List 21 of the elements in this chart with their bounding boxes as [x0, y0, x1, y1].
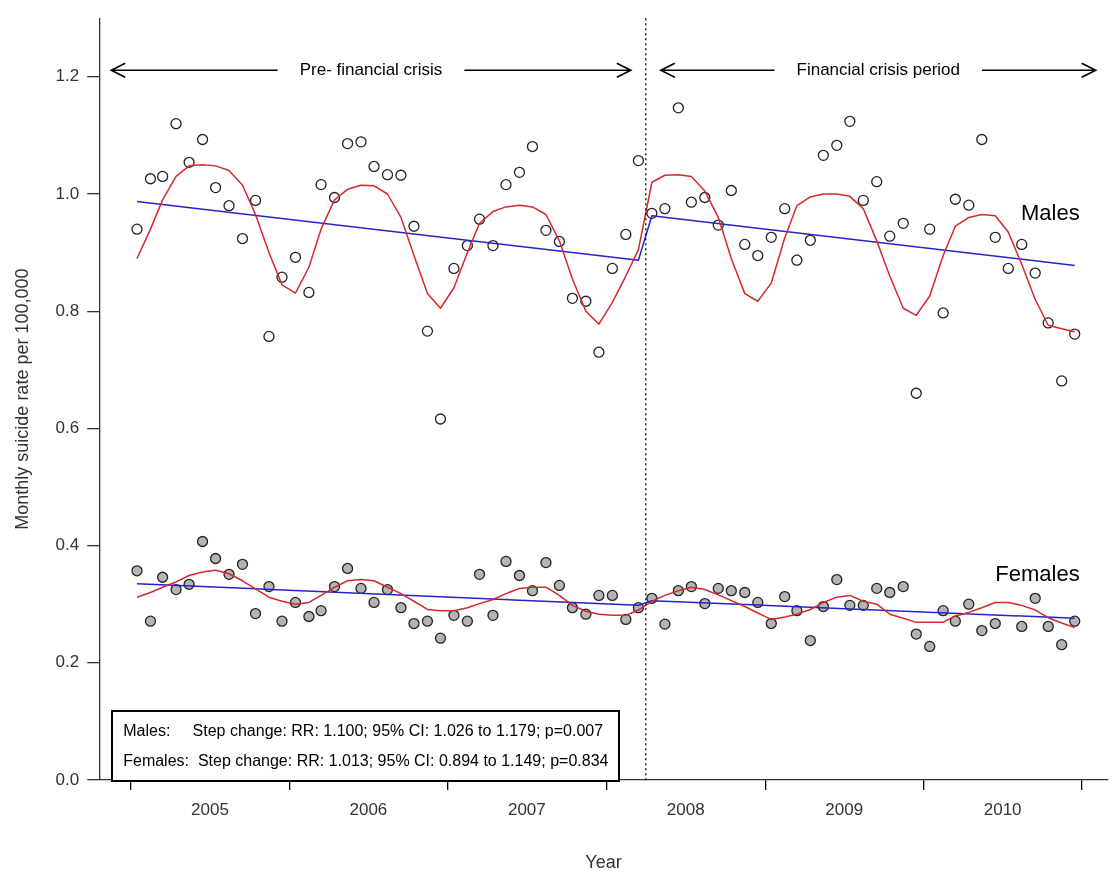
- y-tick-label: 0.0: [55, 769, 80, 789]
- y-tick-label: 0.8: [55, 300, 80, 320]
- y-tick-label: 1.0: [55, 183, 80, 203]
- x-tick-label: 2009: [825, 799, 864, 819]
- annotation: Males: Step change: RR: 1.100; 95% CI: 1.026 to 1.179; p=0.007: [123, 720, 605, 741]
- x-axis-title: Year: [585, 852, 622, 873]
- annotation: Financial crisis period: [796, 59, 960, 79]
- annotation: Pre- financial crisis: [299, 59, 443, 79]
- annotation: Females: Step change: RR: 1.013; 95% CI: 0.894 to 1.149; p=0.834: [123, 750, 609, 771]
- series-label: Males: [1021, 200, 1080, 226]
- x-tick-label: 2005: [191, 799, 229, 819]
- y-tick-label: 0.4: [55, 535, 80, 555]
- y-tick-label: 0.2: [55, 652, 80, 672]
- x-tick-label: 2006: [349, 799, 388, 819]
- series-label: Females: [995, 561, 1080, 587]
- x-tick-label: 2007: [507, 799, 546, 819]
- y-tick-label: 1.2: [55, 66, 80, 86]
- y-axis-title: Monthly suicide rate per 100,000: [11, 268, 32, 530]
- x-tick-label: 2010: [983, 799, 1022, 819]
- y-tick-label: 0.6: [55, 418, 80, 438]
- x-tick-label: 2008: [666, 799, 705, 819]
